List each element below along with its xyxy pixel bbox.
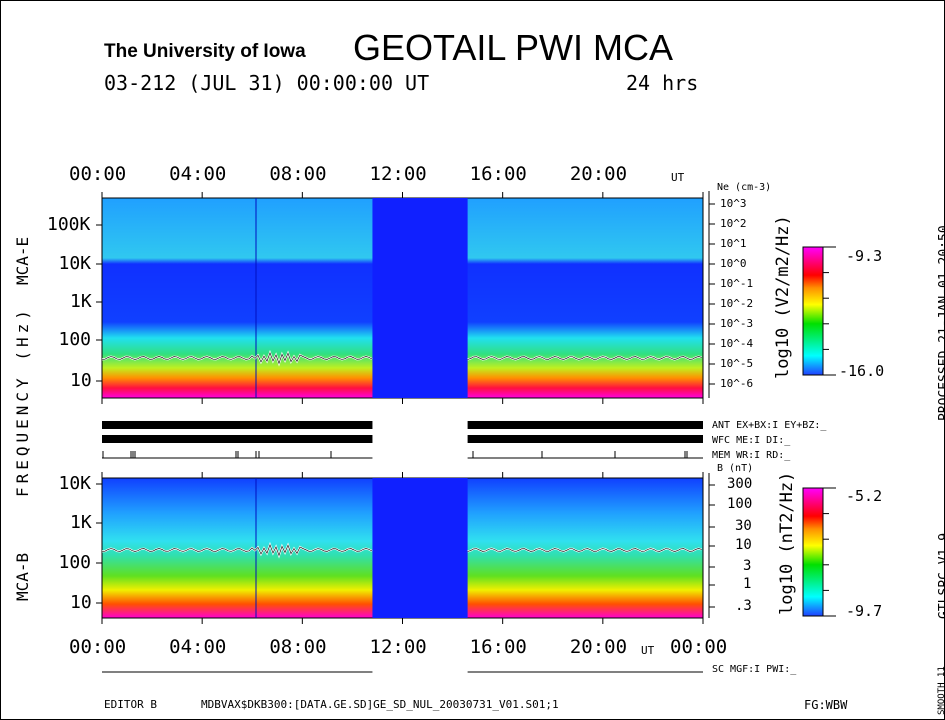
sc-status: SC MGF:I PWI:_ (712, 664, 797, 675)
x-unit-top: UT (671, 171, 685, 184)
y-tick-label-e: 100 (58, 329, 92, 350)
span-label: 24 hrs (626, 71, 699, 95)
data-gap (372, 198, 468, 398)
processed-label: PROCESSED 21-JAN-01 20:50 (937, 225, 945, 421)
b-tick-label: 100 (727, 496, 753, 512)
y-tick-label-e: 1K (70, 291, 92, 312)
status-bar (467, 421, 703, 429)
colorbar-e-min: -16.0 (839, 362, 885, 380)
ne-tick-label: 10^-3 (720, 317, 754, 330)
status-bar (102, 435, 373, 443)
colorbar-b-label: log10 (nT2/Hz) (777, 471, 797, 615)
x-tick-label-bottom: 12:00 (369, 636, 427, 658)
x-tick-label-top: 20:00 (569, 163, 628, 185)
y-axis-label: FREQUENCY (Hz) (13, 306, 32, 497)
b-tick-label: 1 (743, 576, 752, 592)
b-tick-label: 10 (735, 537, 752, 553)
colorbar-e-label: log10 (V2/m2/Hz) (773, 215, 793, 379)
panel-label-b: MCA-B (13, 552, 32, 601)
x-tick-label-bottom: 20:00 (569, 636, 628, 658)
x-tick-label-bottom: 00:00 (69, 636, 127, 658)
file-label: MDBVAX$DKB300:[DATA.GE.SD]GE_SD_NUL_2003… (201, 698, 559, 711)
mem-status: MEM WR:I RD:_ (712, 450, 791, 461)
x-tick-label-bottom: 00:00 (670, 636, 728, 658)
ne-tick-label: 10^-4 (720, 337, 754, 350)
colorbar-e-max: -9.3 (846, 247, 883, 265)
ne-tick-label: 10^-2 (720, 297, 754, 310)
ne-axis-label: Ne (cm-3) (717, 182, 772, 193)
institution: The University of Iowa (104, 41, 306, 62)
page-title: GEOTAIL PWI MCA (353, 27, 674, 68)
plasma-line-core (101, 351, 373, 365)
y-tick-label-e: 10K (58, 253, 92, 274)
version-label: GTLSPC V1.9 (937, 532, 945, 619)
fg-label: FG:WBW (804, 698, 848, 712)
plasma-line-core (467, 356, 702, 360)
ne-tick-label: 10^1 (720, 237, 747, 250)
editor-label: EDITOR B (104, 698, 157, 711)
y-tick-label-b: 10 (70, 592, 92, 613)
x-tick-label-bottom: 04:00 (169, 636, 227, 658)
smooth-label: SMOOTH 11 (937, 666, 945, 715)
colorbar-b-min: -9.7 (846, 602, 883, 620)
x-tick-label-top: 16:00 (469, 163, 527, 185)
ne-tick-label: 10^3 (720, 197, 747, 210)
y-tick-label-b: 1K (70, 512, 92, 533)
ne-tick-label: 10^0 (720, 257, 747, 270)
ant-status: ANT EX+BX:I EY+BZ:_ (712, 420, 827, 431)
ne-tick-label: 10^2 (720, 217, 747, 230)
colorbar-b-max: -5.2 (846, 487, 883, 505)
ne-tick-label: 10^-6 (720, 377, 754, 390)
colorbar-e (802, 246, 824, 376)
b-tick-label: 300 (727, 476, 753, 492)
y-tick-label-e: 100K (47, 214, 91, 235)
b-tick-label: 3 (743, 558, 752, 574)
y-tick-label-b: 10K (58, 473, 92, 494)
ne-tick-label: 10^-5 (720, 357, 754, 370)
status-bar (102, 421, 373, 429)
x-tick-label-top: 12:00 (369, 163, 427, 185)
x-tick-label-bottom: 16:00 (469, 636, 527, 658)
plasma-line-core (101, 543, 373, 557)
ne-tick-label: 10^-1 (720, 277, 754, 290)
b-tick-label: .3 (735, 598, 752, 614)
x-tick-label-top: 08:00 (269, 163, 327, 185)
b-tick-label: 30 (735, 518, 752, 534)
data-gap (372, 478, 468, 618)
status-bar (467, 435, 703, 443)
y-tick-label-e: 10 (70, 370, 92, 391)
plasma-line-core (467, 548, 702, 552)
x-tick-label-top: 00:00 (69, 163, 127, 185)
x-unit-bottom: UT (641, 644, 655, 657)
x-tick-label-top: 04:00 (169, 163, 227, 185)
colorbar-b (802, 487, 824, 617)
panel-label-e: MCA-E (13, 236, 32, 285)
x-tick-label-bottom: 08:00 (269, 636, 327, 658)
y-tick-label-b: 100 (58, 552, 92, 573)
date-label: 03-212 (JUL 31) 00:00:00 UT (104, 71, 430, 95)
wfc-status: WFC ME:I DI:_ (712, 435, 791, 446)
b-axis-label: B (nT) (717, 463, 754, 474)
